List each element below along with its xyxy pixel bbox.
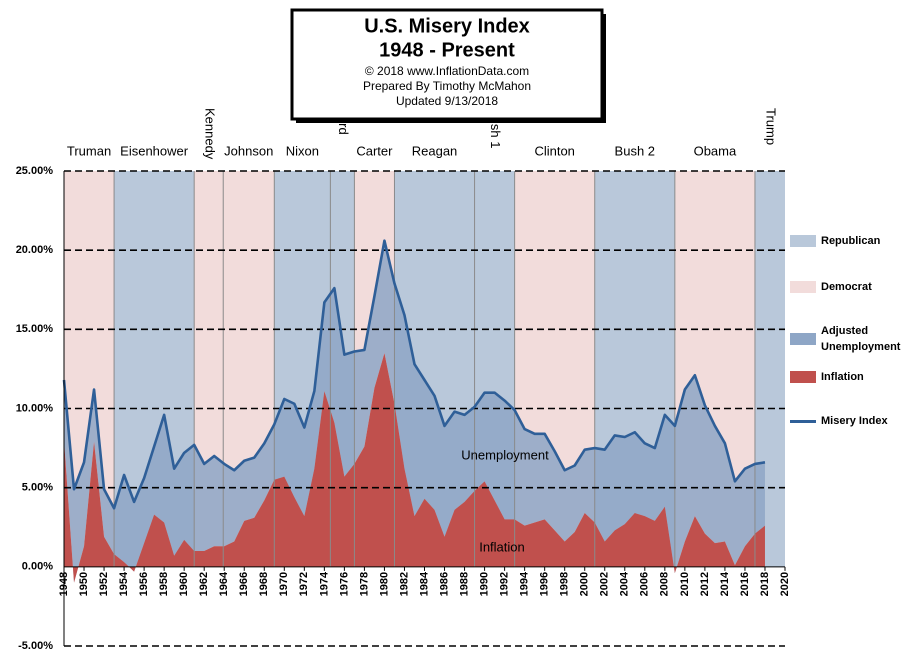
x-tick-label: 1966 — [238, 572, 250, 596]
x-tick-label: 2012 — [699, 572, 711, 596]
x-tick-label: 1970 — [278, 572, 290, 596]
x-tick-label: 2016 — [739, 572, 751, 596]
x-tick-label: 1974 — [318, 571, 330, 596]
x-tick-label: 1964 — [218, 571, 230, 596]
y-tick-label: 5.00% — [22, 482, 53, 494]
y-tick-label: 10.00% — [16, 402, 54, 414]
president-label: Truman — [67, 143, 111, 158]
chart-title: U.S. Misery Index — [364, 15, 530, 37]
x-tick-label: 1980 — [378, 572, 390, 596]
x-tick-label: 1960 — [178, 572, 190, 596]
x-tick-label: 2006 — [639, 572, 651, 596]
x-tick-label: 2008 — [659, 572, 671, 596]
president-label: Carter — [356, 143, 393, 158]
x-tick-label: 1972 — [298, 572, 310, 596]
inflation-area — [64, 353, 765, 583]
misery-line — [62, 239, 766, 510]
legend-item: Democrat — [790, 279, 910, 295]
title-box — [290, 8, 604, 121]
legend-item: Inflation — [790, 369, 910, 385]
president-label: Clinton — [534, 143, 574, 158]
legend-swatch — [790, 419, 816, 423]
x-tick-label: 2010 — [679, 572, 691, 596]
legend-swatch — [790, 371, 816, 383]
x-tick-label: 1958 — [158, 572, 170, 596]
legend-label: Inflation — [821, 371, 864, 383]
x-tick-label: 2020 — [779, 572, 791, 596]
president-label: Reagan — [412, 143, 458, 158]
x-tick-label: 2004 — [619, 571, 631, 596]
president-label: Nixon — [286, 143, 319, 158]
note: © 2018 www.InflationData.com — [365, 64, 529, 78]
legend-label: Republican — [821, 235, 881, 247]
president-label: Johnson — [224, 143, 273, 158]
legend-swatch — [790, 333, 816, 345]
legend-label: Misery Index — [821, 415, 888, 427]
annotation: Inflation — [479, 539, 525, 554]
x-tick-label: 1994 — [519, 571, 531, 596]
y-tick-label: 0.00% — [22, 561, 53, 573]
plot-area: TrumanEisenhowerKennedyJohnsonNixonFordC… — [16, 108, 791, 652]
president-label: Bush 2 — [615, 143, 655, 158]
x-tick-label: 2000 — [579, 572, 591, 596]
x-tick-label: 2014 — [719, 571, 731, 596]
x-tick-label: 1988 — [458, 572, 470, 596]
x-tick-label: 1954 — [118, 571, 130, 596]
x-tick-label: 1990 — [478, 572, 490, 596]
x-tick-label: 1956 — [138, 572, 150, 596]
chart-subtitle: 1948 - Present — [379, 39, 515, 61]
x-tick-label: 2002 — [599, 572, 611, 596]
note: Updated 9/13/2018 — [396, 94, 498, 108]
unemployment-area — [64, 240, 765, 583]
x-tick-label: 1950 — [78, 572, 90, 596]
x-tick-label: 1978 — [358, 572, 370, 596]
legend-label: Democrat — [821, 281, 872, 293]
x-tick-label: 1982 — [398, 572, 410, 596]
y-tick-label: -5.00% — [18, 640, 53, 652]
president-label: Trump — [764, 108, 779, 145]
legend-swatch — [790, 281, 816, 293]
x-tick-label: 1976 — [338, 572, 350, 596]
x-tick-label: 1952 — [98, 572, 110, 596]
x-tick-label: 1986 — [438, 572, 450, 596]
x-tick-label: 1992 — [499, 572, 511, 596]
y-tick-label: 20.00% — [16, 244, 54, 256]
y-tick-label: 15.00% — [16, 323, 54, 335]
x-tick-label: 1998 — [559, 572, 571, 596]
y-tick-label: 25.00% — [16, 165, 54, 177]
annotation: Unemployment — [461, 447, 549, 462]
president-label: Kennedy — [202, 108, 217, 160]
legend-swatch — [790, 235, 816, 247]
x-tick-label: 2018 — [759, 572, 771, 596]
x-tick-label: 1996 — [539, 572, 551, 596]
legend-item: Adjusted Unemployment — [790, 323, 910, 355]
x-tick-label: 1962 — [198, 572, 210, 596]
president-label: Eisenhower — [120, 143, 189, 158]
legend-item: Republican — [790, 233, 910, 249]
president-label: Obama — [694, 143, 737, 158]
x-tick-label: 1968 — [258, 572, 270, 596]
x-tick-label: 1984 — [418, 571, 430, 596]
note: Prepared By Timothy McMahon — [363, 79, 531, 93]
x-tick-label: 1948 — [58, 572, 70, 596]
legend-label: Adjusted Unemployment — [821, 325, 901, 353]
legend-item: Misery Index — [790, 413, 910, 429]
